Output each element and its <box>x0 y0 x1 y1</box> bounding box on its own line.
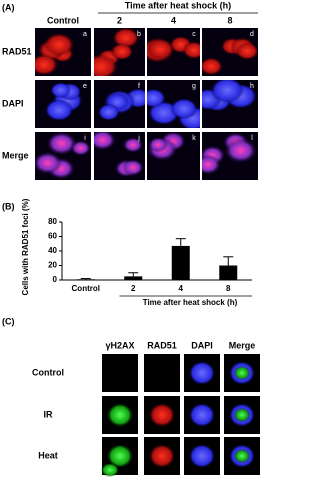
panel-letter: e <box>83 83 87 90</box>
nucleus <box>189 361 215 385</box>
panel-letter: h <box>250 83 254 90</box>
x-tick-label: Control <box>72 284 100 293</box>
y-axis-label: Cells with RAD51 foci (%) <box>21 198 30 295</box>
panel-letter: f <box>138 83 140 90</box>
cell <box>224 138 257 163</box>
column-header: 8 <box>227 15 232 25</box>
figure: (A) Time after heat shock (h) (B) (C) Co… <box>2 0 260 477</box>
nucleus <box>149 444 175 468</box>
cell <box>202 154 221 175</box>
cell <box>210 80 244 103</box>
x-tick-label: 4 <box>179 284 184 293</box>
column-header: 2 <box>117 15 122 25</box>
cell <box>147 38 174 60</box>
bar <box>171 245 190 280</box>
panel-letter: b <box>137 31 141 38</box>
x-axis-label: Time after heat shock (h) <box>143 298 238 307</box>
cell <box>147 88 166 108</box>
y-tick-label: 40 <box>48 246 57 255</box>
cell <box>122 137 144 153</box>
micrograph <box>144 354 180 392</box>
cell <box>35 54 58 76</box>
nucleus <box>149 403 175 427</box>
bar <box>219 265 238 280</box>
bar <box>76 279 95 280</box>
cell <box>182 41 200 60</box>
panel-label: (B) <box>2 201 15 211</box>
panel-letter: d <box>250 31 254 38</box>
panel-letter: g <box>192 83 196 90</box>
column-header: DAPI <box>191 340 213 350</box>
cell <box>122 159 144 176</box>
micrograph <box>94 80 145 128</box>
panel-label: (C) <box>2 316 15 326</box>
micrograph <box>94 132 145 180</box>
cell <box>35 151 63 175</box>
cell <box>170 98 198 120</box>
micrograph <box>202 28 258 76</box>
micrograph <box>94 28 145 76</box>
column-header: γH2AX <box>105 340 134 350</box>
micrograph <box>147 28 200 76</box>
cell <box>202 57 223 76</box>
nucleus <box>189 403 215 427</box>
cell <box>148 137 168 153</box>
cell <box>50 82 71 99</box>
row-label: Heat <box>38 450 58 460</box>
x-tick-label: 2 <box>131 284 136 293</box>
cell <box>70 140 91 156</box>
row-label: Merge <box>2 150 29 160</box>
panel-letter: l <box>251 135 253 142</box>
y-tick-label: 60 <box>48 232 57 241</box>
column-header: Merge <box>229 340 256 350</box>
panel-letter: a <box>83 31 87 38</box>
column-header: RAD51 <box>147 340 177 350</box>
micrograph <box>35 80 91 128</box>
y-tick-label: 80 <box>48 217 57 226</box>
panel-letter: i <box>84 135 86 142</box>
bar <box>124 276 143 280</box>
row-label: RAD51 <box>2 46 32 56</box>
micrograph <box>35 28 91 76</box>
row-label: DAPI <box>2 98 24 108</box>
cell <box>97 103 120 121</box>
cell <box>43 33 75 57</box>
nucleus <box>107 444 133 468</box>
cell <box>94 54 118 76</box>
y-tick-label: 20 <box>48 261 57 270</box>
nucleus <box>107 403 133 427</box>
cell <box>94 132 116 151</box>
panel-letter: j <box>137 135 140 142</box>
micrograph <box>147 132 200 180</box>
micrograph <box>147 80 200 128</box>
column-header: Control <box>47 15 79 25</box>
x-tick-label: 8 <box>226 284 231 293</box>
cell <box>46 132 77 156</box>
nucleus <box>189 444 215 468</box>
nucleus <box>234 366 250 380</box>
micrograph <box>202 80 258 128</box>
nucleus <box>101 463 119 477</box>
micrograph <box>102 354 138 392</box>
micrograph <box>202 132 258 180</box>
column-header: 4 <box>171 15 176 25</box>
nucleus <box>234 449 250 463</box>
micrograph <box>35 132 91 180</box>
y-tick-label: 0 <box>53 275 58 284</box>
row-label: IR <box>44 409 54 419</box>
row-label: Control <box>32 367 64 377</box>
nucleus <box>234 408 250 422</box>
panel-label: (A) <box>2 2 15 12</box>
panel-letter: k <box>192 135 196 142</box>
cell <box>110 43 134 61</box>
cell <box>112 28 140 48</box>
time-header: Time after heat shock (h) <box>125 0 231 10</box>
cell <box>235 42 258 60</box>
cell <box>44 99 74 122</box>
panel-letter: c <box>192 31 196 38</box>
